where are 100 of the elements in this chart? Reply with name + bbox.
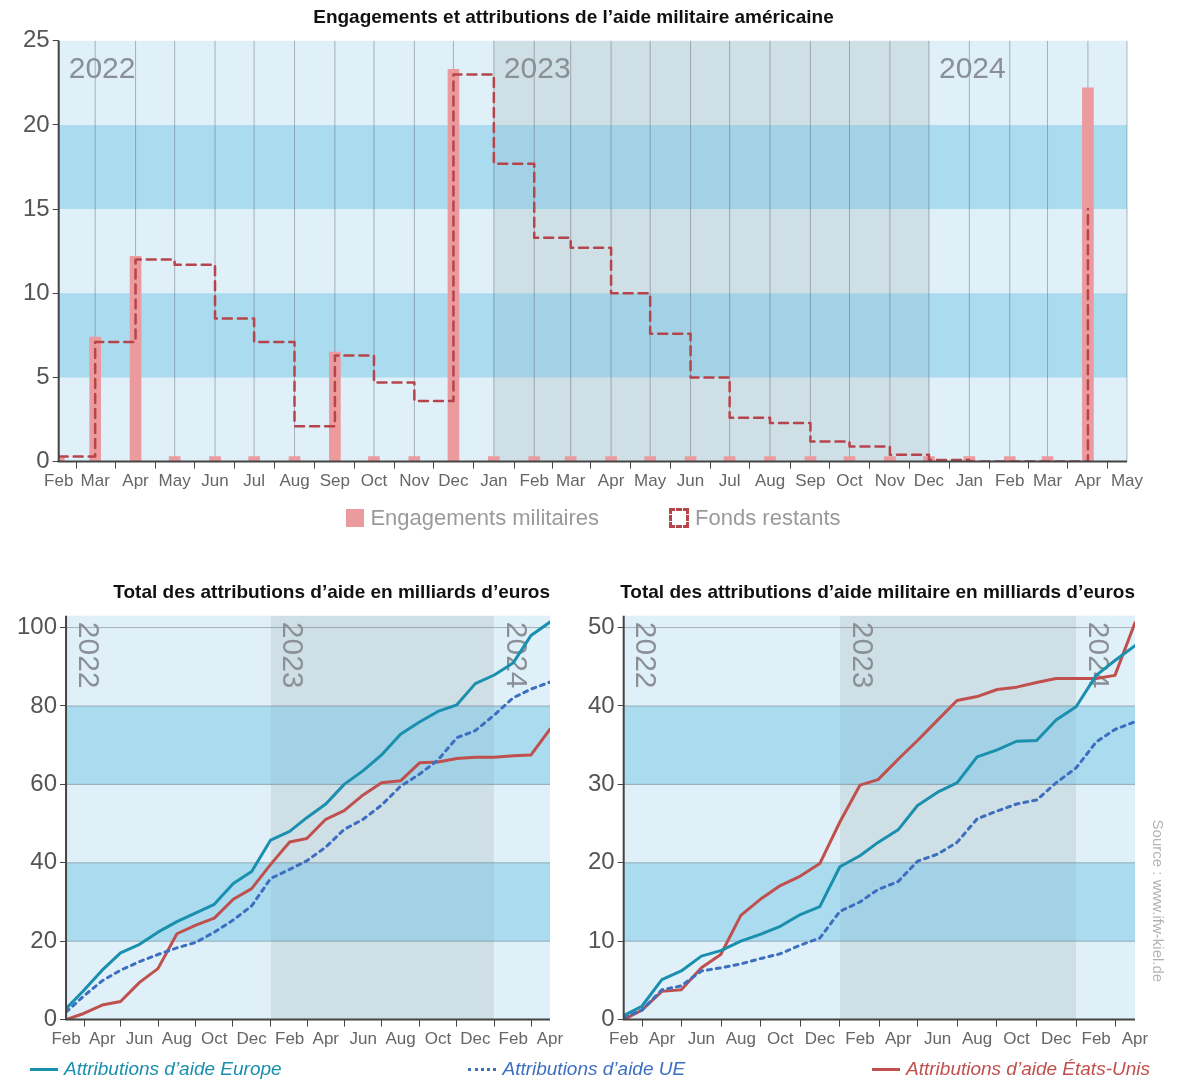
x-tick-label: Oct bbox=[836, 471, 863, 491]
x-tick-label: Apr bbox=[884, 1029, 912, 1049]
y-tick-label: 5 bbox=[36, 362, 50, 390]
band-label: 2023 bbox=[277, 621, 311, 689]
x-tick-label: Nov bbox=[399, 471, 430, 491]
x-tick-label: Feb bbox=[609, 1029, 639, 1049]
x-tick-label: Aug bbox=[754, 471, 786, 491]
bar bbox=[684, 456, 697, 462]
x-tick-label: Jan bbox=[480, 471, 508, 491]
band-label: 2024 bbox=[938, 51, 1006, 85]
x-tick-label: Dec bbox=[913, 471, 945, 491]
y-tick-label: 15 bbox=[22, 193, 50, 221]
x-tick-label: Mar bbox=[1032, 471, 1063, 491]
x-tick-label: Apr bbox=[312, 1029, 340, 1049]
x-tick-label: Feb bbox=[44, 471, 74, 491]
x-tick-label: Jun bbox=[349, 1029, 377, 1049]
x-tick-label: Aug bbox=[279, 471, 310, 491]
x-tick-label: Apr bbox=[88, 1029, 116, 1049]
legend-label: Attributions d’aide Europe bbox=[64, 1058, 282, 1080]
x-tick-label: Apr bbox=[122, 471, 150, 491]
x-tick-label: Jun bbox=[923, 1029, 952, 1049]
bar bbox=[564, 456, 577, 462]
x-tick-label: Mar bbox=[556, 471, 586, 491]
bar bbox=[408, 456, 421, 462]
bar bbox=[764, 456, 776, 462]
bar bbox=[168, 456, 181, 462]
x-tick-label: Jun bbox=[201, 471, 229, 491]
x-tick-label: Oct bbox=[1003, 1029, 1031, 1049]
x-tick-label: Aug bbox=[161, 1029, 193, 1049]
x-tick-label: Apr bbox=[648, 1029, 676, 1049]
x-tick-label: Oct bbox=[360, 471, 388, 491]
y-tick-label: 20 bbox=[22, 109, 50, 137]
y-tick-label: 20 bbox=[30, 925, 58, 953]
x-tick-label: May bbox=[158, 471, 192, 491]
y-tick-label: 40 bbox=[30, 847, 58, 875]
y-tick-label: 10 bbox=[587, 925, 615, 953]
bar bbox=[209, 456, 221, 462]
x-tick-label: Oct bbox=[201, 1029, 228, 1049]
x-tick-label: Feb bbox=[51, 1029, 81, 1049]
x-tick-label: May bbox=[634, 471, 667, 491]
x-tick-label: Dec bbox=[438, 471, 470, 491]
x-tick-label: Apr bbox=[1121, 1029, 1149, 1049]
y-tick-label: 80 bbox=[30, 690, 58, 718]
legend-label: Engagements militaires bbox=[370, 505, 600, 531]
bar bbox=[605, 456, 617, 462]
band-label: 2022 bbox=[630, 621, 664, 689]
band-label: 2023 bbox=[503, 51, 571, 85]
bar bbox=[248, 456, 260, 462]
x-tick-label: Feb bbox=[274, 1029, 305, 1049]
x-tick-label: Nov bbox=[874, 471, 906, 491]
x-tick-label: Feb bbox=[498, 1029, 528, 1049]
bar bbox=[1082, 87, 1094, 462]
x-tick-label: Apr bbox=[1074, 471, 1102, 491]
x-tick-label: Jun bbox=[687, 1029, 716, 1049]
y-tick-label: 25 bbox=[22, 25, 50, 53]
legend-label: Attributions d’aide UE bbox=[502, 1058, 686, 1080]
x-tick-label: Jan bbox=[955, 471, 984, 491]
line-series bbox=[623, 720, 1135, 1019]
x-tick-label: Sep bbox=[319, 471, 351, 491]
bar bbox=[804, 456, 817, 462]
x-tick-label: Jun bbox=[125, 1029, 154, 1049]
bar bbox=[488, 456, 500, 462]
bar bbox=[528, 456, 541, 462]
y-tick-label: 20 bbox=[587, 847, 615, 875]
x-tick-label: Sep bbox=[795, 471, 826, 491]
band-label: 2022 bbox=[72, 621, 106, 689]
x-tick-label: Feb bbox=[995, 471, 1025, 491]
x-tick-label: Jul bbox=[718, 471, 741, 491]
source-note: Source : www.ifw-kiel.de bbox=[1149, 819, 1167, 983]
bar bbox=[644, 456, 656, 462]
bar bbox=[329, 351, 341, 462]
x-tick-label: Feb bbox=[1081, 1029, 1111, 1049]
band-label: 2022 bbox=[68, 51, 136, 85]
y-tick-label: 0 bbox=[36, 446, 50, 474]
y-tick-label: 50 bbox=[587, 612, 615, 640]
bar bbox=[884, 456, 896, 462]
x-tick-label: Feb bbox=[845, 1029, 875, 1049]
bar bbox=[368, 456, 380, 462]
y-tick-label: 30 bbox=[587, 769, 615, 796]
x-tick-label: Dec bbox=[1040, 1029, 1072, 1049]
y-tick-label: 100 bbox=[17, 612, 58, 640]
x-tick-label: Dec bbox=[460, 1029, 491, 1049]
chart-title: Engagements et attributions de l’aide militaire américaine bbox=[313, 5, 834, 27]
y-tick-label: 40 bbox=[587, 690, 615, 718]
x-tick-label: Aug bbox=[385, 1029, 416, 1049]
y-tick-label: 60 bbox=[30, 769, 58, 796]
x-tick-label: Mar bbox=[80, 471, 111, 491]
chart-title: Total des attributions d’aide militaire en milliards d’euros bbox=[620, 580, 1135, 602]
x-tick-label: Oct bbox=[767, 1029, 794, 1049]
x-tick-label: Aug bbox=[725, 1029, 756, 1049]
bar bbox=[723, 456, 736, 462]
x-tick-label: Dec bbox=[236, 1029, 268, 1049]
band-label: 2023 bbox=[846, 621, 880, 689]
x-tick-label: Dec bbox=[804, 1029, 836, 1049]
x-tick-label: Jun bbox=[676, 471, 705, 491]
x-tick-label: Aug bbox=[961, 1029, 993, 1049]
x-tick-label: Feb bbox=[519, 471, 549, 491]
chart-title: Total des attributions d’aide en milliards d’euros bbox=[113, 580, 550, 602]
x-tick-label: May bbox=[1110, 471, 1144, 491]
x-tick-label: Apr bbox=[536, 1029, 564, 1049]
